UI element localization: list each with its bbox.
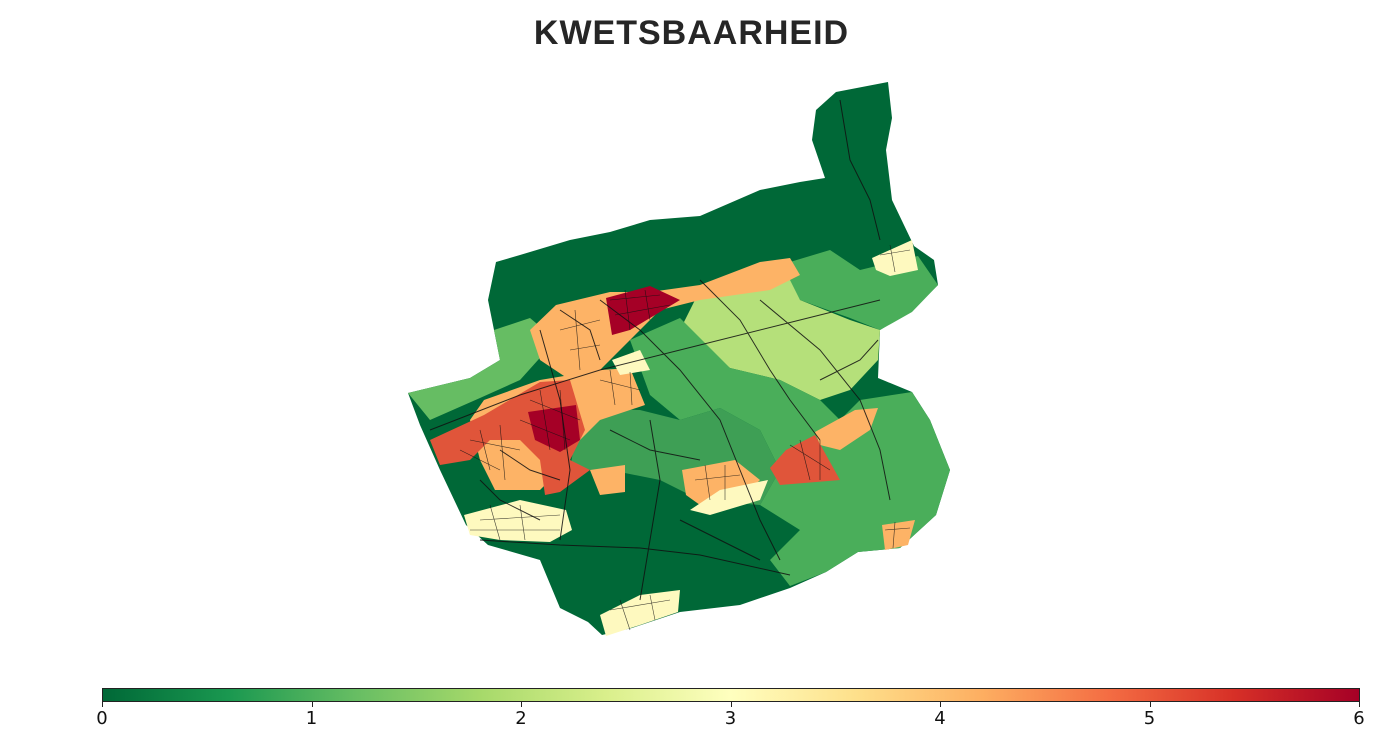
colorbar-tick-label: 4 <box>934 708 946 729</box>
colorbar-tick-label: 1 <box>305 708 318 729</box>
colorbar-tick <box>311 702 313 707</box>
map-region-southeast-hamlet <box>882 520 915 550</box>
colorbar <box>102 688 1360 702</box>
colorbar-tick-label: 0 <box>96 708 108 729</box>
colorbar-tick-label: 5 <box>1143 708 1156 729</box>
colorbar-tick-label: 3 <box>724 708 737 729</box>
map-region-southwest-village <box>464 500 572 542</box>
map-region-center-orange-south <box>590 465 625 495</box>
colorbar-tick-label: 2 <box>515 708 527 729</box>
colorbar-tick <box>102 702 103 707</box>
colorbar-tick-label: 6 <box>1353 708 1365 729</box>
colorbar-tick <box>1359 702 1360 707</box>
colorbar-tick <box>521 702 522 707</box>
map-region-northeast-village <box>872 240 918 276</box>
map-region-east-village-edge <box>815 408 878 450</box>
street-grid <box>459 244 911 631</box>
map-region-west-center-core <box>528 405 580 452</box>
choropleth-map <box>408 82 950 636</box>
colorbar-tick <box>1149 702 1151 707</box>
map-region-center-north-strip <box>530 258 800 380</box>
map-region-west-fields <box>408 318 556 420</box>
colorbar-tick <box>730 702 732 707</box>
road-network <box>429 99 891 601</box>
map-region-east-center-village <box>690 480 768 515</box>
map-region-west-ring <box>430 380 590 495</box>
map-title: KWETSBAARHEID <box>533 14 850 52</box>
colorbar-tick <box>940 702 941 707</box>
